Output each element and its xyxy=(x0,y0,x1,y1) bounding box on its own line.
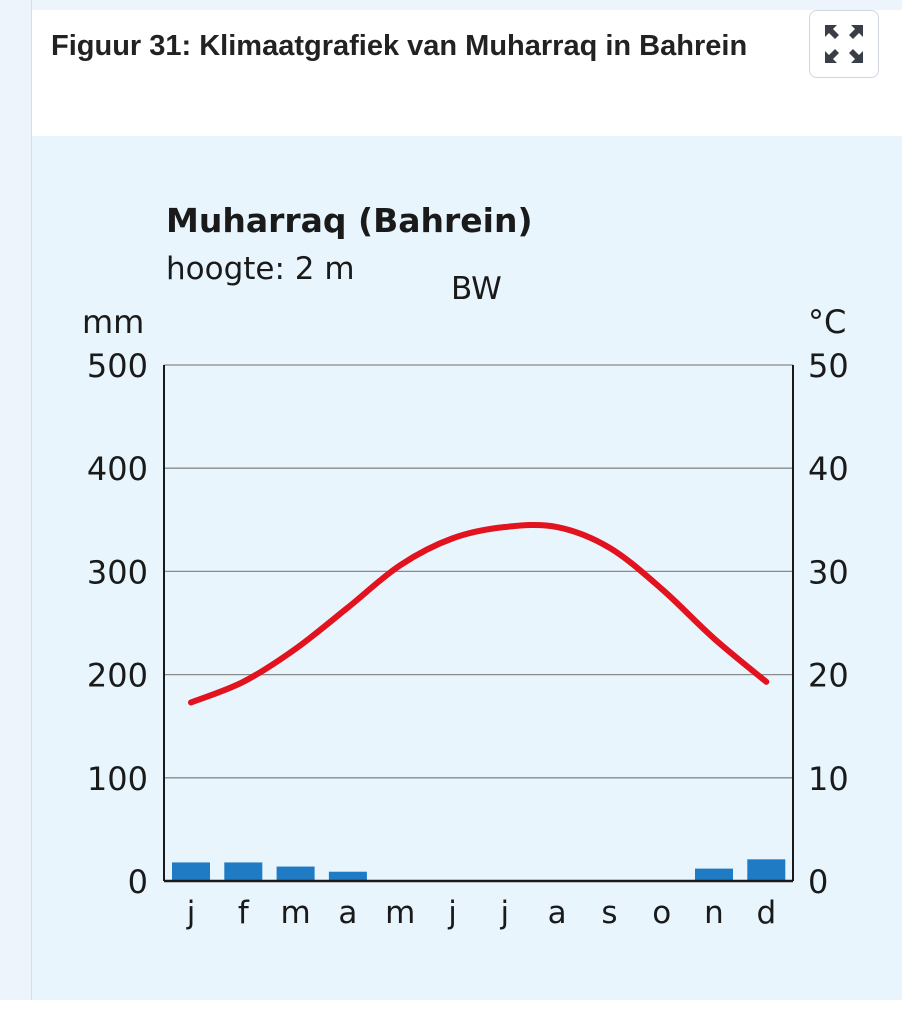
left-tick-label: 100 xyxy=(87,760,148,798)
left-tick-label: 0 xyxy=(128,863,148,901)
month-label: o xyxy=(652,895,671,931)
right-tick-label: 30 xyxy=(808,553,849,591)
month-label: m xyxy=(385,895,415,931)
precipitation-bar xyxy=(328,871,367,881)
temperature-line xyxy=(188,522,770,706)
month-label: f xyxy=(238,895,250,931)
right-tick-label: 50 xyxy=(808,347,849,385)
month-label: s xyxy=(601,895,617,931)
chart-area: Muharraq (Bahrein) hoogte: 2 m BW mm °C … xyxy=(32,136,902,1000)
left-gutter xyxy=(0,0,32,1000)
month-label: j xyxy=(447,895,457,931)
figure-card: Figuur 31: Klimaatgrafiek van Muharraq i… xyxy=(32,10,902,1000)
right-tick-label: 40 xyxy=(808,450,849,488)
expand-arrows-icon xyxy=(825,25,863,63)
figure-header: Figuur 31: Klimaatgrafiek van Muharraq i… xyxy=(32,10,902,136)
month-label: m xyxy=(280,895,310,931)
left-tick-label: 200 xyxy=(87,657,148,695)
right-axis-unit: °C xyxy=(808,303,846,341)
climate-code: BW xyxy=(451,271,502,307)
right-tick-label: 0 xyxy=(808,863,828,901)
left-tick-label: 500 xyxy=(87,347,148,385)
left-axis-unit: mm xyxy=(82,303,144,341)
right-tick-label: 10 xyxy=(808,760,849,798)
month-label: n xyxy=(704,895,724,931)
precipitation-bar xyxy=(695,868,733,881)
left-tick-label: 300 xyxy=(87,553,148,591)
precipitation-bar xyxy=(276,866,315,881)
figure-caption: Figuur 31: Klimaatgrafiek van Muharraq i… xyxy=(51,30,748,62)
axis-layer xyxy=(163,365,794,883)
month-label: a xyxy=(338,895,357,931)
temperature-line-layer xyxy=(188,522,770,706)
month-label: d xyxy=(756,895,776,931)
expand-button[interactable] xyxy=(809,10,879,78)
chart-title: Muharraq (Bahrein) xyxy=(166,201,533,240)
month-label: j xyxy=(186,895,196,931)
left-tick-label: 400 xyxy=(87,450,148,488)
chart-subtitle: hoogte: 2 m xyxy=(166,251,355,287)
precipitation-bar xyxy=(224,862,263,881)
month-label: j xyxy=(499,895,509,931)
precipitation-bar xyxy=(172,862,210,881)
month-label: a xyxy=(548,895,567,931)
right-tick-label: 20 xyxy=(808,657,849,695)
precipitation-bars xyxy=(172,859,786,881)
climate-chart: Muharraq (Bahrein) hoogte: 2 m BW mm °C … xyxy=(82,201,849,931)
gutter-border xyxy=(31,0,32,1000)
top-strip xyxy=(0,0,902,10)
precipitation-bar xyxy=(747,859,786,881)
